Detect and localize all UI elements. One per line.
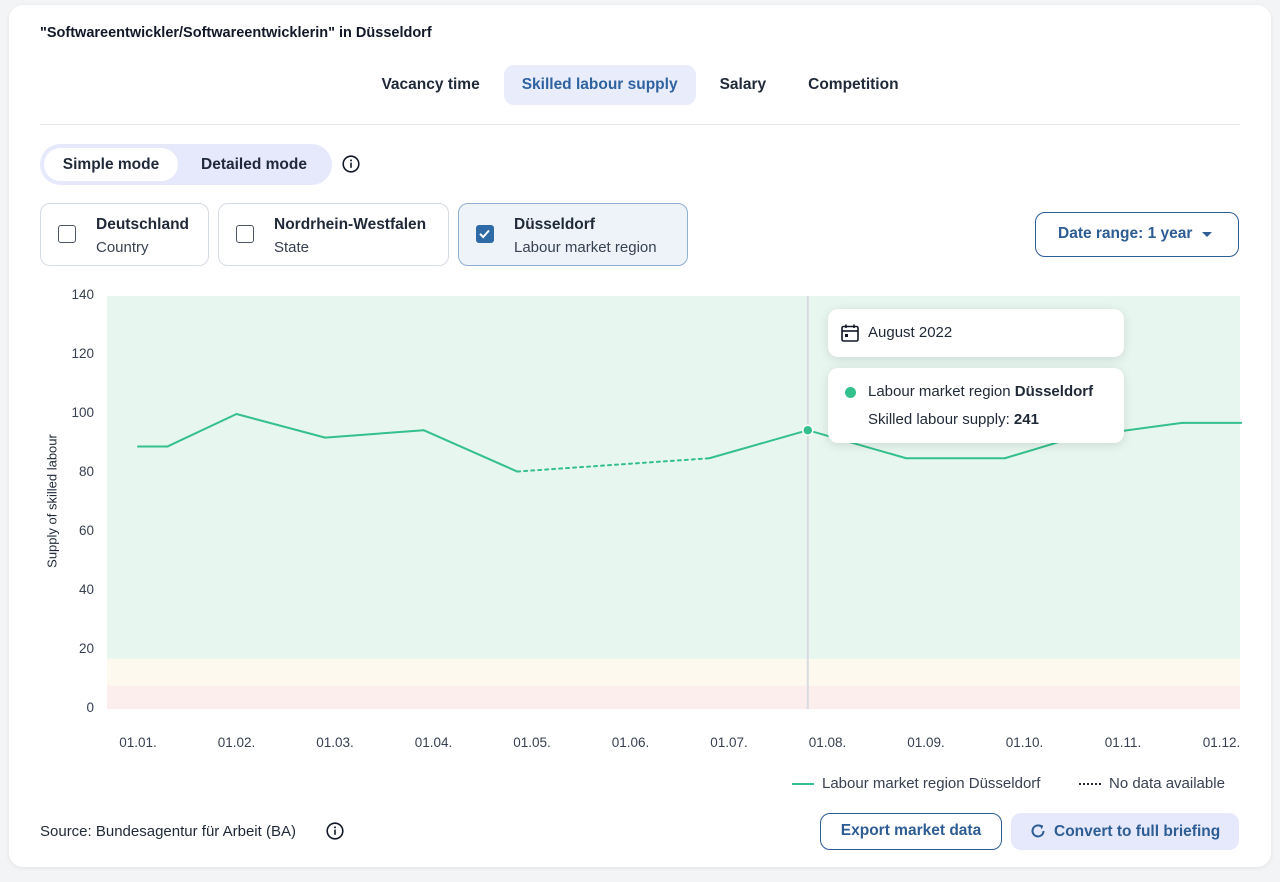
page-title: "Softwareentwickler/Softwareentwicklerin… — [40, 25, 432, 41]
y-tick-label: 20 — [78, 641, 94, 656]
x-tick-label: 01.12. — [1202, 735, 1241, 750]
y-tick-label: 80 — [78, 464, 94, 479]
legend-no-data-label: No data available — [1109, 775, 1225, 792]
refresh-icon — [1031, 824, 1045, 838]
tab-vacancy-time[interactable]: Vacancy time — [381, 76, 480, 93]
tooltip-metric: Skilled labour supply: 241 — [868, 411, 1039, 428]
x-tick-label: 01.02. — [217, 735, 256, 750]
tab-salary[interactable]: Salary — [719, 76, 767, 93]
convert-to-full-briefing-button[interactable]: Convert to full briefing — [1011, 813, 1239, 850]
legend-dotted-swatch — [1079, 783, 1101, 786]
mode-info-icon[interactable] — [342, 155, 360, 173]
tooltip-series: Labour market region Düsseldorf — [868, 383, 1093, 400]
region-type: Labour market region — [514, 239, 657, 256]
legend-series-label: Labour market region Düsseldorf — [822, 775, 1041, 792]
y-tick-label: 140 — [71, 287, 94, 302]
tooltip-metric-label: Skilled labour supply: — [868, 411, 1014, 428]
x-tick-label: 01.09. — [907, 735, 945, 750]
date-range-dropdown[interactable]: Date range: 1 year — [1035, 212, 1239, 257]
region-type: Country — [96, 239, 149, 256]
mode-toggle: Simple mode Detailed mode — [40, 144, 332, 185]
tooltip-series-prefix: Labour market region — [868, 383, 1015, 400]
x-tick-label: 01.08. — [808, 735, 847, 750]
region-type: State — [274, 239, 310, 256]
legend-line-swatch — [792, 783, 814, 786]
region-name: Deutschland — [96, 216, 190, 233]
checkmark-icon — [479, 229, 490, 239]
x-tick-label: 01.07. — [710, 735, 748, 750]
y-tick-label: 100 — [71, 405, 94, 420]
y-tick-label: 0 — [86, 700, 94, 715]
tabs-divider — [40, 124, 1240, 125]
simple-mode-button[interactable]: Simple mode — [44, 148, 178, 181]
date-range-label: Date range: 1 year — [1058, 225, 1193, 242]
tooltip-date: August 2022 — [868, 324, 953, 341]
source-info-icon[interactable] — [326, 822, 344, 840]
x-tick-label: 01.05. — [513, 735, 551, 750]
x-tick-label: 01.04. — [414, 735, 453, 750]
y-axis-label: Supply of skilled labour — [44, 434, 60, 568]
y-tick-label: 60 — [78, 523, 94, 538]
region-chip-labour-market[interactable]: Düsseldorf Labour market region — [458, 203, 688, 266]
x-tick-label: 01.06. — [611, 735, 650, 750]
tab-competition[interactable]: Competition — [808, 76, 899, 93]
legend-no-data: No data available — [1079, 775, 1225, 792]
region-name: Düsseldorf — [514, 216, 595, 233]
tab-bar: Vacancy time Skilled labour supply Salar… — [0, 65, 1280, 105]
series-dot-icon — [845, 387, 856, 398]
checkbox-state[interactable] — [236, 225, 254, 243]
source-note: Source: Bundesagentur für Arbeit (BA) — [40, 823, 296, 840]
detailed-mode-button[interactable]: Detailed mode — [201, 156, 307, 173]
checkbox-labour-market[interactable] — [476, 225, 494, 243]
x-tick-label: 01.11. — [1104, 735, 1142, 750]
tooltip-date-card: August 2022 — [828, 309, 1124, 357]
x-tick-label: 01.03. — [316, 735, 354, 750]
x-tick-label: 01.01. — [119, 735, 157, 750]
x-tick-label: 01.10. — [1005, 735, 1044, 750]
legend-series: Labour market region Düsseldorf — [792, 775, 1040, 792]
region-name: Nordrhein-Westfalen — [274, 216, 427, 233]
y-tick-label: 40 — [78, 582, 94, 597]
tooltip-value-card: Labour market region Düsseldorf Skilled … — [828, 368, 1124, 443]
source-text: Source: Bundesagentur für Arbeit (BA) — [40, 823, 296, 840]
convert-label: Convert to full briefing — [1054, 823, 1221, 840]
tooltip-metric-value: 241 — [1013, 411, 1039, 428]
checkbox-country[interactable] — [58, 225, 76, 243]
tooltip-series-region: Düsseldorf — [1014, 383, 1094, 400]
region-chip-country[interactable]: Deutschland Country — [40, 203, 209, 266]
region-chip-state[interactable]: Nordrhein-Westfalen State — [218, 203, 449, 266]
calendar-icon — [841, 324, 859, 342]
export-market-data-button[interactable]: Export market data — [820, 813, 1002, 850]
y-tick-label: 120 — [71, 346, 94, 361]
tab-skilled-labour-supply[interactable]: Skilled labour supply — [503, 65, 696, 105]
chevron-down-icon — [1202, 232, 1212, 237]
